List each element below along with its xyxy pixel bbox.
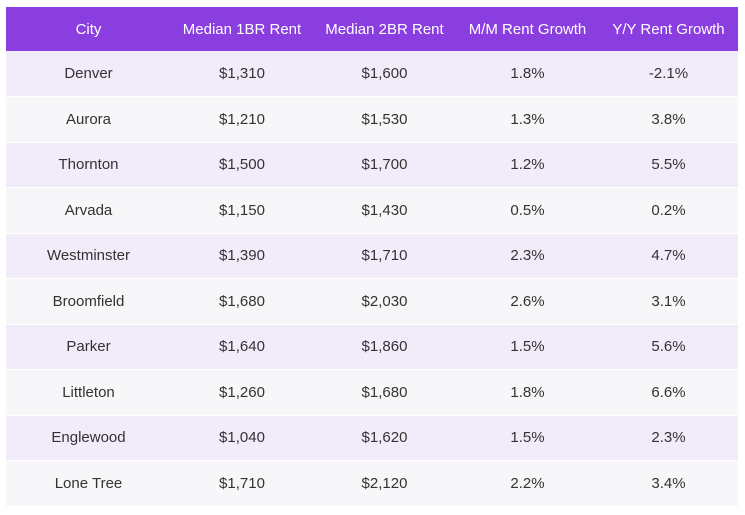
mm-rent-growth-cell: 2.2%	[456, 460, 599, 506]
table-row: Westminster $1,390 $1,710 2.3% 4.7%	[6, 232, 738, 279]
rent-table: City Median 1BR Rent Median 2BR Rent M/M…	[6, 7, 738, 506]
header-city: City	[75, 20, 102, 38]
yy-rent-growth-cell: 2.3%	[599, 414, 738, 461]
mm-rent-growth-cell: 1.5%	[456, 414, 599, 461]
header-yy-rent-growth: Y/Y Rent Growth	[612, 20, 725, 38]
city-cell: Lone Tree	[6, 460, 171, 506]
mm-rent-growth-cell: 1.8%	[510, 65, 545, 82]
yy-rent-growth-cell: 5.5%	[599, 141, 738, 188]
city-cell: Westminster	[6, 232, 171, 279]
median-2br-rent-cell: $1,600	[361, 65, 408, 82]
median-1br-rent-cell: $1,390	[171, 232, 313, 279]
rent-table-container: City Median 1BR Rent Median 2BR Rent M/M…	[6, 7, 738, 506]
yy-rent-growth-cell: -2.1%	[648, 65, 689, 82]
yy-rent-growth-cell: 4.7%	[599, 232, 738, 279]
table-header: City Median 1BR Rent Median 2BR Rent M/M…	[6, 7, 738, 51]
mm-rent-growth-cell: 0.5%	[456, 187, 599, 233]
mm-rent-growth-cell: 1.2%	[456, 141, 599, 188]
median-2br-rent-cell: $1,430	[313, 187, 456, 233]
city-cell: Broomfield	[6, 278, 171, 324]
yy-rent-growth-cell: 3.1%	[599, 278, 738, 324]
median-1br-rent-cell: $1,640	[171, 323, 313, 370]
city-cell: Englewood	[6, 414, 171, 461]
city-cell: Arvada	[6, 187, 171, 233]
median-1br-rent-cell: $1,210	[171, 96, 313, 142]
mm-rent-growth-cell: 2.3%	[456, 232, 599, 279]
median-2br-rent-cell: $1,530	[313, 96, 456, 142]
table-row: Englewood $1,040 $1,620 1.5% 2.3%	[6, 414, 738, 461]
yy-rent-growth-cell: 3.4%	[599, 460, 738, 506]
mm-rent-growth-cell: 1.5%	[456, 323, 599, 370]
table-row: Broomfield $1,680 $2,030 2.6% 3.1%	[6, 278, 738, 324]
yy-rent-growth-cell: 0.2%	[599, 187, 738, 233]
city-cell: Aurora	[6, 96, 171, 142]
mm-rent-growth-cell: 1.3%	[456, 96, 599, 142]
city-cell: Parker	[6, 323, 171, 370]
median-1br-rent-cell: $1,150	[171, 187, 313, 233]
header-mm-rent-growth: M/M Rent Growth	[468, 20, 587, 38]
city-cell: Thornton	[6, 141, 171, 188]
yy-rent-growth-cell: 3.8%	[599, 96, 738, 142]
header-median-2br-rent: Median 2BR Rent	[325, 20, 444, 38]
median-2br-rent-cell: $2,030	[313, 278, 456, 324]
median-1br-rent-cell: $1,710	[171, 460, 313, 506]
median-2br-rent-cell: $1,680	[313, 369, 456, 415]
median-2br-rent-cell: $1,700	[313, 141, 456, 188]
table-row: Aurora $1,210 $1,530 1.3% 3.8%	[6, 96, 738, 142]
median-1br-rent-cell: $1,310	[219, 65, 265, 82]
table-row: Thornton $1,500 $1,700 1.2% 5.5%	[6, 141, 738, 188]
median-2br-rent-cell: $1,860	[313, 323, 456, 370]
median-2br-rent-cell: $1,710	[313, 232, 456, 279]
header-row: City Median 1BR Rent Median 2BR Rent M/M…	[6, 7, 738, 51]
median-2br-rent-cell: $1,620	[313, 414, 456, 461]
table-row: Lone Tree $1,710 $2,120 2.2% 3.4%	[6, 460, 738, 506]
mm-rent-growth-cell: 1.8%	[456, 369, 599, 415]
city-cell: Littleton	[6, 369, 171, 415]
table-row: Parker $1,640 $1,860 1.5% 5.6%	[6, 323, 738, 370]
table-row: Arvada $1,150 $1,430 0.5% 0.2%	[6, 187, 738, 233]
yy-rent-growth-cell: 6.6%	[599, 369, 738, 415]
header-median-1br-rent: Median 1BR Rent	[182, 20, 302, 38]
median-1br-rent-cell: $1,500	[171, 141, 313, 188]
mm-rent-growth-cell: 2.6%	[456, 278, 599, 324]
median-2br-rent-cell: $2,120	[313, 460, 456, 506]
table-body: Denver $1,310 $1,600 1.8% -2.1% Aurora $1,210 $…	[6, 51, 738, 506]
median-1br-rent-cell: $1,260	[171, 369, 313, 415]
yy-rent-growth-cell: 5.6%	[599, 323, 738, 370]
median-1br-rent-cell: $1,040	[171, 414, 313, 461]
city-cell: Denver	[64, 65, 113, 82]
table-row: Littleton $1,260 $1,680 1.8% 6.6%	[6, 369, 738, 415]
median-1br-rent-cell: $1,680	[171, 278, 313, 324]
table-row: Denver $1,310 $1,600 1.8% -2.1%	[6, 51, 738, 97]
